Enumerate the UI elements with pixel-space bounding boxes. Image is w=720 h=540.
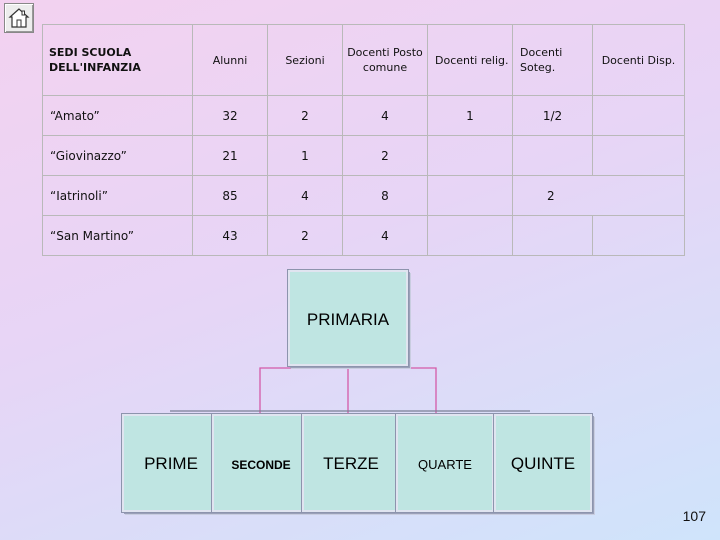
connector-line: [259, 367, 437, 414]
node-label: TERZE: [323, 454, 379, 473]
cell-alunni: 85: [192, 175, 268, 216]
header-alunni: Alunni: [192, 24, 268, 96]
table-row: “San Martino” 43 2 4: [42, 215, 685, 256]
page-number: 107: [682, 508, 706, 524]
node-label: PRIMARIA: [306, 310, 390, 329]
table-header-row: SEDI SCUOLA DELL'INFANZIA Alunni Sezioni…: [42, 24, 685, 96]
node-seconde: SECONDE: [211, 413, 311, 513]
node-quarte: QUARTE: [395, 413, 495, 513]
cell-alunni: 43: [192, 215, 268, 256]
cell-sede: “Amato”: [42, 95, 193, 136]
cell-sede: “Giovinazzo”: [42, 135, 193, 176]
header-disp: Docenti Disp.: [592, 24, 685, 96]
header-relig: Docenti relig.: [427, 24, 513, 96]
table-row: “Giovinazzo” 21 1 2: [42, 135, 685, 176]
cell-disp: [592, 135, 685, 176]
cell-relig: [427, 135, 513, 176]
home-icon: [8, 8, 30, 28]
cell-sezioni: 4: [267, 175, 343, 216]
cell-soteg: [512, 135, 593, 176]
cell-soteg: 1/2: [512, 95, 593, 136]
cell-relig: [427, 175, 513, 216]
cell-relig: 1: [427, 95, 513, 136]
cell-sede: “Iatrinoli”: [42, 175, 193, 216]
cell-soteg: [512, 215, 593, 256]
node-label: QUARTE: [418, 457, 472, 472]
cell-alunni: 32: [192, 95, 268, 136]
cell-posto-comune: 2: [342, 135, 428, 176]
cell-disp: [592, 215, 685, 256]
cell-disp: [592, 95, 685, 136]
cell-soteg: [512, 175, 593, 216]
table-row: “Iatrinoli” 85 4 8 2: [42, 175, 685, 216]
home-button[interactable]: [4, 3, 34, 33]
node-primaria: PRIMARIA: [287, 269, 409, 367]
header-sedi: SEDI SCUOLA DELL'INFANZIA: [42, 24, 193, 96]
node-terze: TERZE: [301, 413, 401, 513]
sedi-table: SEDI SCUOLA DELL'INFANZIA Alunni Sezioni…: [42, 24, 685, 256]
cell-sezioni: 1: [267, 135, 343, 176]
cell-relig: [427, 215, 513, 256]
node-label: QUINTE: [510, 454, 576, 473]
cell-sede: “San Martino”: [42, 215, 193, 256]
header-soteg: Docenti Soteg.: [512, 24, 593, 96]
cell-posto-comune: 4: [342, 95, 428, 136]
node-quinte: QUINTE: [493, 413, 593, 513]
header-posto-comune: Docenti Posto comune: [342, 24, 428, 96]
cell-posto-comune: 8: [342, 175, 428, 216]
node-prime: PRIME: [121, 413, 221, 513]
cell-soteg-value: 2: [547, 188, 555, 203]
cell-sezioni: 2: [267, 95, 343, 136]
table-row: “Amato” 32 2 4 1 1/2: [42, 95, 685, 136]
pink-connectors: [259, 366, 437, 414]
header-sezioni: Sezioni: [267, 24, 343, 96]
cell-sezioni: 2: [267, 215, 343, 256]
cell-soteg-disp-merged: 2: [547, 175, 685, 216]
node-label: PRIME: [144, 454, 198, 473]
cell-alunni: 21: [192, 135, 268, 176]
node-label: SECONDE: [231, 458, 291, 472]
cell-posto-comune: 4: [342, 215, 428, 256]
